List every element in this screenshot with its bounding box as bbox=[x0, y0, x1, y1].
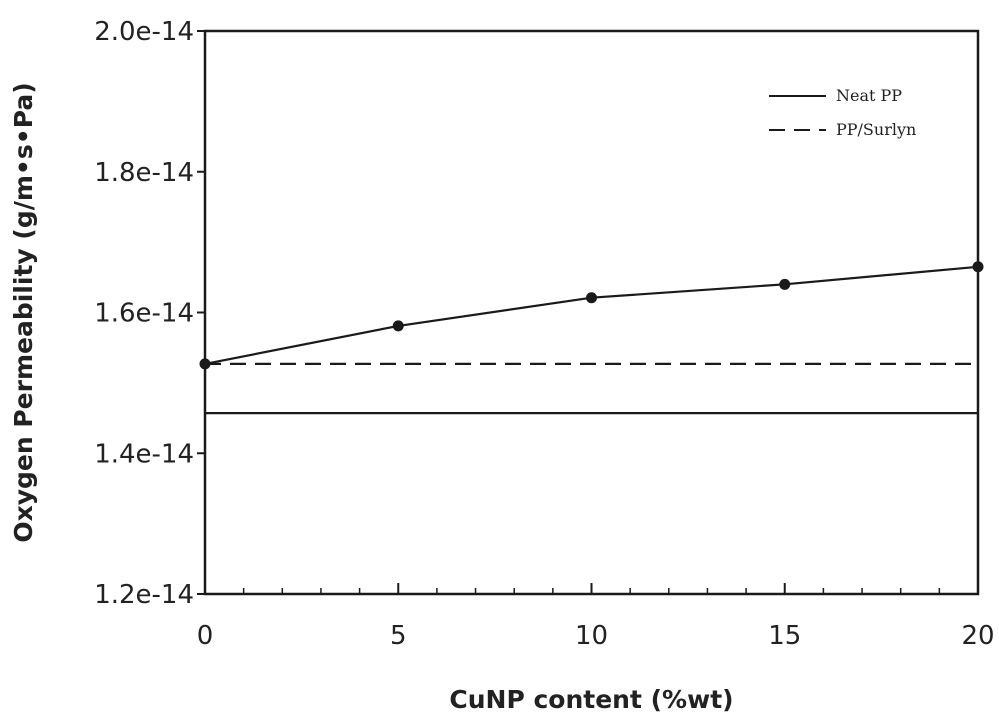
data-point bbox=[779, 278, 791, 290]
x-tick-label: 20 bbox=[961, 621, 994, 651]
y-tick-label: 1.2e-14 bbox=[94, 580, 194, 610]
series-line-0 bbox=[204, 265, 979, 365]
legend: Neat PP PP/Surlyn bbox=[769, 86, 916, 139]
legend-label: PP/Surlyn bbox=[836, 120, 916, 139]
legend-label: Neat PP bbox=[836, 86, 902, 105]
y-tick-label: 1.4e-14 bbox=[94, 439, 194, 469]
y-axis-title: Oxygen Permeability (g/m•s•Pa) bbox=[9, 82, 38, 542]
y-tick-label: 1.6e-14 bbox=[94, 299, 194, 329]
x-tick-label: 10 bbox=[575, 621, 608, 651]
x-tick-label: 5 bbox=[390, 621, 407, 651]
y-tick-label: 2.0e-14 bbox=[94, 17, 194, 47]
y-tick-label: 1.8e-14 bbox=[94, 158, 194, 188]
data-point bbox=[392, 320, 404, 332]
x-axis-title: CuNP content (%wt) bbox=[449, 685, 733, 714]
series-layer bbox=[199, 261, 984, 415]
data-point bbox=[586, 292, 597, 304]
data-point bbox=[972, 261, 984, 273]
x-tick-label: 15 bbox=[768, 621, 801, 651]
x-tick-label: 0 bbox=[197, 621, 214, 651]
ticks-layer bbox=[197, 30, 979, 595]
plot-frame bbox=[203, 29, 980, 596]
labels-layer: 0 5 10 15 20 1.2e-14 1.4e-14 1.6e-14 1.8e-14 2.0e… bbox=[94, 17, 994, 651]
